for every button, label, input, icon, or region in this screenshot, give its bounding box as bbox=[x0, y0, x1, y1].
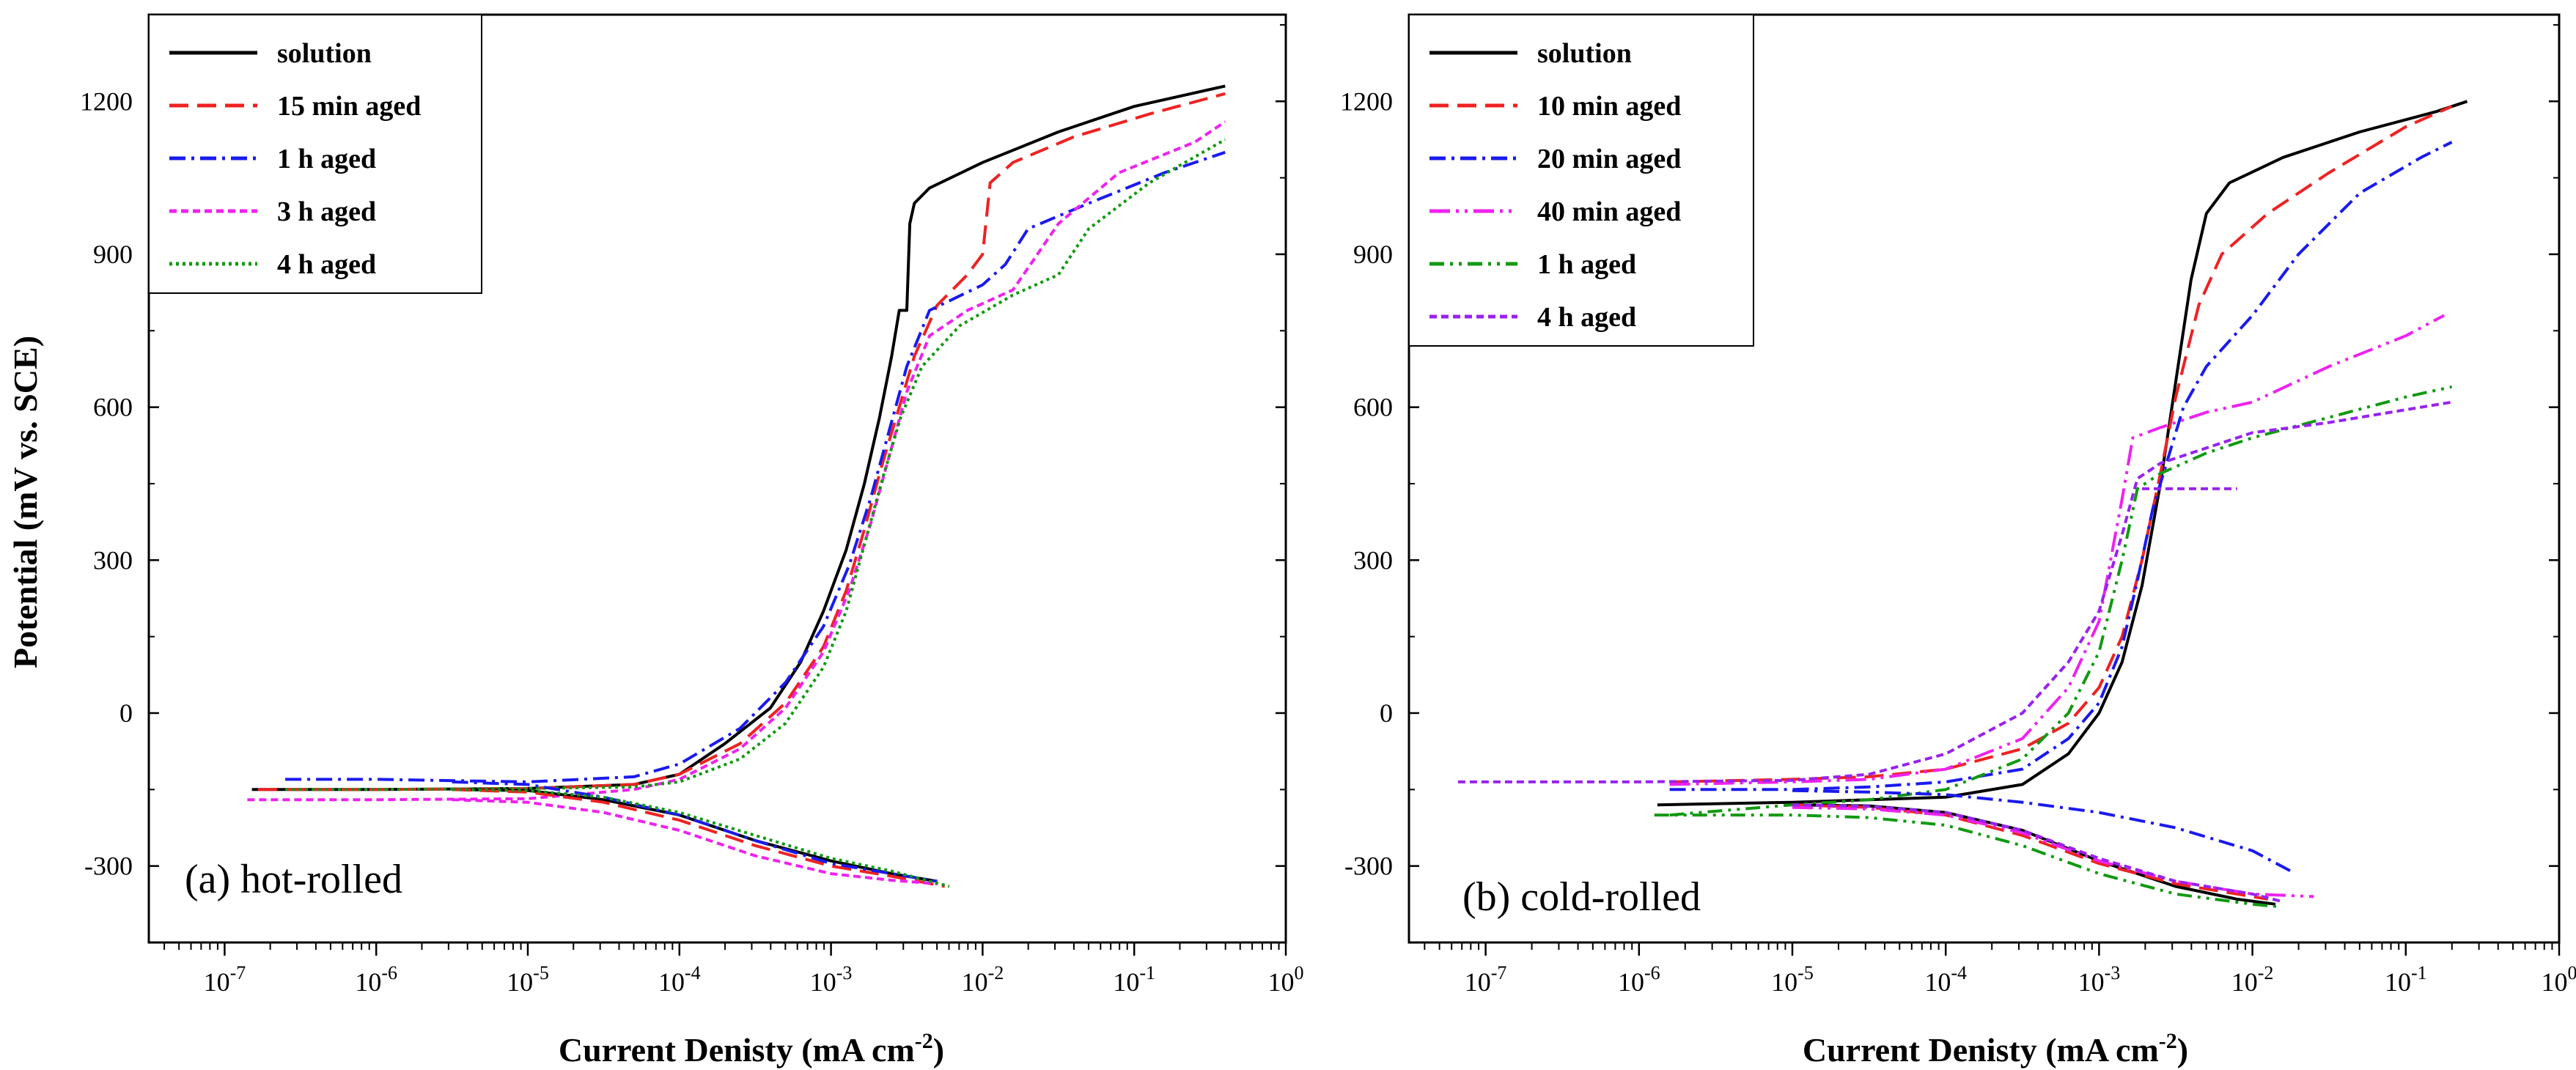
x-tick-label: 100 bbox=[2542, 962, 2576, 997]
ylabel: Potential (mV vs. SCE) bbox=[7, 336, 44, 668]
series-line-4-h-aged bbox=[285, 138, 1226, 792]
series-line-1-h-aged bbox=[1654, 813, 2281, 909]
y-tick-label: 900 bbox=[1353, 240, 1393, 269]
series-line-4-h-aged bbox=[1457, 400, 2452, 783]
series-line-3-h-aged bbox=[247, 120, 1226, 802]
legend-label: 15 min aged bbox=[277, 91, 421, 122]
x-tick-label: 10-6 bbox=[1618, 962, 1660, 997]
x-tick-label: 10-6 bbox=[355, 962, 397, 997]
legend-label: 4 h aged bbox=[1537, 302, 1636, 333]
series-line-1-h-aged bbox=[285, 150, 1226, 783]
plot-a: -300 0 300 600 900 1200 10-7 10-6 10-5 10-4 10-3 10… bbox=[80, 13, 1304, 997]
x-tick-label: 10-7 bbox=[1465, 962, 1507, 997]
panel-b: Current Denisty (mA cm-2) -300 0 300 600 900… bbox=[1340, 13, 2576, 1069]
y-tick-label: 0 bbox=[119, 698, 133, 728]
series-line-4-h-aged bbox=[452, 788, 950, 888]
x-tick-label: 10-1 bbox=[2385, 962, 2427, 997]
x-tick-label: 10-4 bbox=[658, 962, 701, 997]
legend-label: solution bbox=[277, 38, 372, 69]
legend: solution 10 min aged 20 min aged 40 min age… bbox=[1408, 14, 1754, 347]
legend-label: 40 min aged bbox=[1537, 196, 1681, 227]
xlabel-b-close: ) bbox=[2177, 1031, 2188, 1069]
xlabel-b-sup: -2 bbox=[2159, 1029, 2177, 1053]
series-line-1-h-aged bbox=[1669, 385, 2453, 817]
series-line-15-min-aged bbox=[257, 92, 1226, 792]
legend-box bbox=[148, 14, 482, 294]
xlabel-b: Current Denisty (mA cm-2) bbox=[1803, 1029, 2188, 1069]
series-line-10-min-aged bbox=[1669, 105, 2453, 783]
series-line-40-min-aged bbox=[1792, 805, 2314, 899]
legend-label: 10 min aged bbox=[1537, 91, 1681, 122]
x-tick-label: 10-5 bbox=[507, 962, 549, 997]
xlabel-a-sup: -2 bbox=[915, 1029, 933, 1053]
panel-a: Potential (mV vs. SCE) Current Denisty (… bbox=[7, 13, 1304, 1069]
xlabel-a-close: ) bbox=[933, 1031, 944, 1069]
legend-label: 20 min aged bbox=[1537, 144, 1681, 174]
plot-frame bbox=[1407, 13, 2561, 944]
x-tick-label: 10-2 bbox=[962, 962, 1004, 997]
x-tick-label: 10-2 bbox=[2231, 962, 2274, 997]
series-line-3-h-aged bbox=[452, 798, 938, 885]
y-tick-label: 1200 bbox=[1340, 86, 1393, 116]
plot-frame bbox=[147, 13, 1287, 944]
y-tick-label: -300 bbox=[84, 852, 133, 881]
panel-label: (a) hot-rolled bbox=[185, 857, 402, 902]
legend: solution 15 min aged 1 h aged 3 h aged 4 h a… bbox=[148, 14, 482, 294]
legend-label: 3 h aged bbox=[277, 196, 376, 227]
y-tick-label: 0 bbox=[1380, 698, 1393, 728]
legend-label: solution bbox=[1537, 38, 1632, 69]
series-line-20-min-aged bbox=[1669, 141, 2453, 792]
x-tick-label: 10-3 bbox=[810, 962, 853, 997]
series-line-1-h-aged bbox=[452, 780, 938, 883]
panel-label: (b) cold-rolled bbox=[1462, 874, 1701, 920]
legend-box bbox=[1408, 14, 1754, 347]
xlabel-a: Current Denisty (mA cm-2) bbox=[559, 1029, 944, 1069]
y-tick-label: 900 bbox=[93, 240, 133, 269]
y-tick-label: 300 bbox=[93, 545, 133, 575]
plot-b: -300 0 300 600 900 1200 10-7 10-6 10-5 10-4 10-3 10… bbox=[1340, 13, 2576, 997]
x-tick-label: 10-3 bbox=[2078, 962, 2121, 997]
series-line-solution bbox=[1657, 100, 2468, 807]
x-tick-label: 100 bbox=[1268, 962, 1304, 997]
xlabel-a-text: Current Denisty (mA cm bbox=[559, 1031, 915, 1069]
legend-label: 1 h aged bbox=[1537, 249, 1636, 280]
series-line-20-min-aged bbox=[1792, 789, 2292, 873]
series-line-4-h-aged bbox=[1792, 803, 2284, 904]
x-tick-label: 10-4 bbox=[1924, 962, 1967, 997]
y-tick-label: 300 bbox=[1353, 545, 1393, 575]
x-tick-label: 10-5 bbox=[1771, 962, 1814, 997]
y-tick-label: 600 bbox=[93, 393, 133, 422]
x-tick-label: 10-7 bbox=[204, 962, 246, 997]
legend-label: 4 h aged bbox=[277, 249, 376, 280]
y-tick-label: -300 bbox=[1344, 852, 1393, 881]
y-tick-label: 1200 bbox=[80, 86, 133, 116]
legend-label: 1 h aged bbox=[277, 144, 376, 174]
xlabel-b-text: Current Denisty (mA cm bbox=[1803, 1031, 2159, 1069]
series-line-15-min-aged bbox=[452, 788, 946, 888]
series-line-40-min-aged bbox=[1669, 314, 2446, 786]
x-tick-label: 10-1 bbox=[1113, 962, 1155, 997]
y-tick-label: 600 bbox=[1353, 393, 1393, 422]
